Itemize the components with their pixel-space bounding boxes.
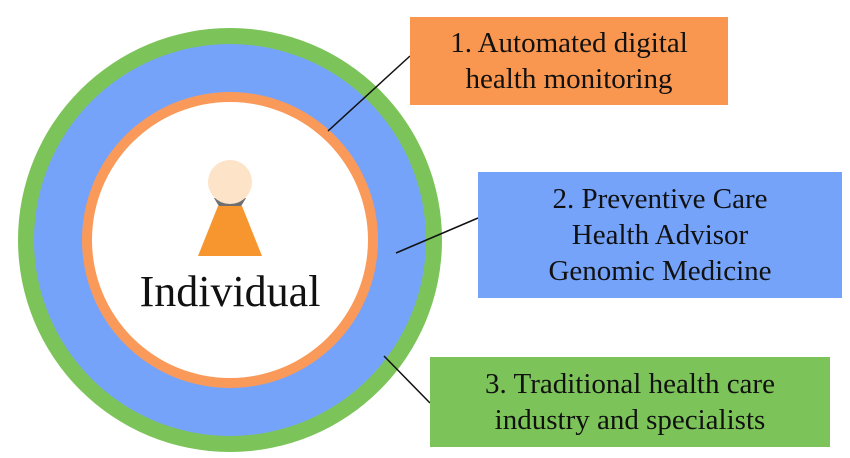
individual-label: Individual <box>139 267 321 316</box>
callout-1-line-2: health monitoring <box>465 63 673 95</box>
connector-line-1 <box>327 55 411 132</box>
callout-2-line-3: Genomic Medicine <box>548 255 772 287</box>
callout-2-line-2: Health Advisor <box>571 219 749 251</box>
person-body-shape <box>198 206 262 256</box>
callout-3-line-1: 3. Traditional health care <box>485 368 775 400</box>
callout-1-line-1: 1. Automated digital <box>450 27 688 59</box>
connector-line-2 <box>395 217 479 254</box>
callout-3-line-2: industry and specialists <box>494 404 766 436</box>
callout-preventive-care: 2. Preventive Care Health Advisor Genomi… <box>478 172 842 298</box>
callout-traditional-health-care: 3. Traditional health care industry and … <box>430 357 830 447</box>
connector-line-3 <box>383 355 431 404</box>
callout-2-line-1: 2. Preventive Care <box>552 183 768 215</box>
person-head-shape <box>208 160 252 204</box>
person-icon <box>198 160 262 256</box>
callout-digital-health-monitoring: 1. Automated digital health monitoring <box>410 17 728 105</box>
